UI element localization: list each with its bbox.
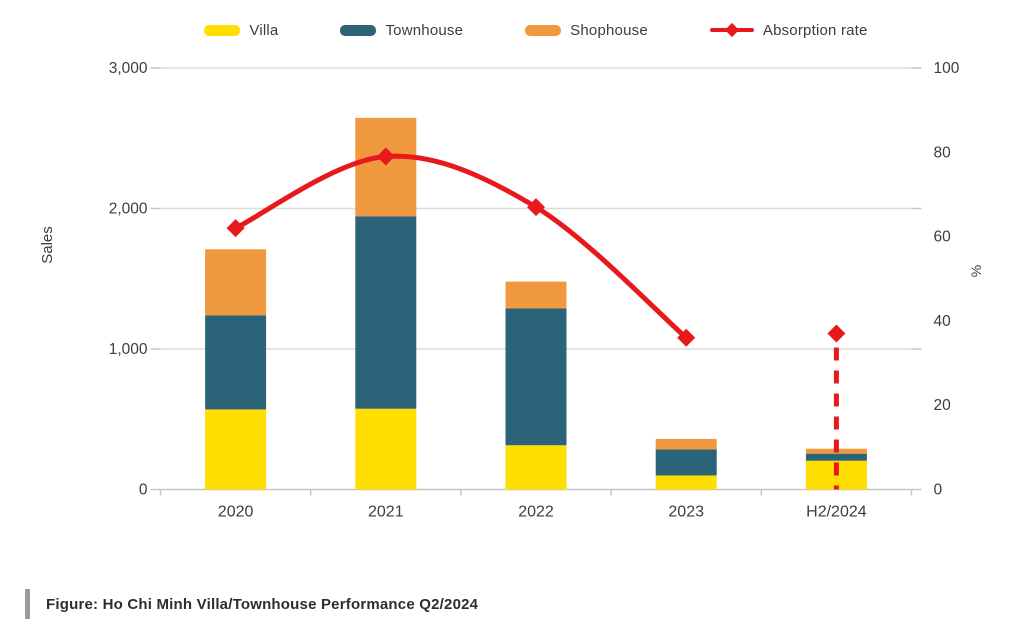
legend-label-shophouse: Shophouse [570,21,648,39]
bar-segment-shophouse-2023 [655,438,717,450]
villa-swatch-icon [204,24,241,36]
legend-item-townhouse: Townhouse [340,22,463,39]
townhouse-swatch-icon [340,24,377,36]
legend-label-townhouse: Townhouse [385,21,464,39]
chart-plot: 0 1,000 2,000 3,000 0 20 40 60 80 100 2020 2021 2022… [39,60,984,521]
figure-caption: Figure: Ho Chi Minh Villa/Townhouse Perf… [25,589,478,619]
bar-segment-villa-2021 [355,408,417,490]
caption-accent-bar [25,589,30,619]
bar-segment-townhouse-2021 [355,216,417,409]
bar-segment-townhouse-h2-2024 [805,453,867,461]
right-axis-tick-label: 20 [934,397,952,414]
bar-segment-townhouse-2020 [205,315,267,410]
right-axis-tick-label: 80 [934,144,952,161]
legend-item-villa: Villa [204,22,278,39]
shophouse-swatch-icon [525,24,562,36]
bar-segment-shophouse-2020 [205,249,267,316]
caption-text: Figure: Ho Chi Minh Villa/Townhouse Perf… [46,595,479,613]
x-axis-category-label: 2022 [518,504,554,521]
bar-segment-townhouse-2022 [505,308,567,446]
x-axis-category-label: 2023 [668,504,704,521]
left-axis-tick-label: 1,000 [109,341,148,358]
left-axis-tick-label: 3,000 [109,60,148,77]
bar-segment-shophouse-2021 [355,117,417,217]
legend-label-villa: Villa [249,21,279,39]
left-axis-tick-label: 2,000 [109,201,148,218]
absorption-rate-marker [376,147,395,166]
legend-item-shophouse: Shophouse [525,22,648,39]
absorption-rate-line-diamond-icon [709,22,754,38]
right-axis-tick-label: 40 [934,313,952,330]
x-axis-category-label: H2/2024 [806,504,867,521]
bar-segment-shophouse-2022 [505,281,567,309]
bar-segment-townhouse-2023 [655,449,717,476]
chart-legend: Villa Townhouse Shophouse Absorption rat… [160,20,912,40]
right-axis-tick-label: 60 [934,229,952,246]
bar-segment-villa-2022 [505,445,567,490]
right-axis-tick-label: 100 [934,60,960,77]
legend-label-absorption-rate: Absorption rate [762,21,868,39]
absorption-rate-marker [527,198,545,217]
right-axis-tick-label: 0 [934,482,943,499]
x-axis-category-label: 2020 [218,504,254,521]
left-axis-title: Sales [39,226,56,264]
x-axis-category-label: 2021 [368,504,404,521]
right-axis-title: % [968,265,984,277]
bar-segment-villa-2023 [655,475,717,490]
legend-item-absorption-rate: Absorption rate [709,21,868,39]
bar-segment-villa-2020 [205,409,267,490]
left-axis-tick-label: 0 [139,482,148,499]
absorption-rate-marker [677,328,696,347]
absorption-rate-marker [827,324,846,343]
absorption-rate-line [233,153,689,341]
absorption-rate-marker [226,219,245,238]
